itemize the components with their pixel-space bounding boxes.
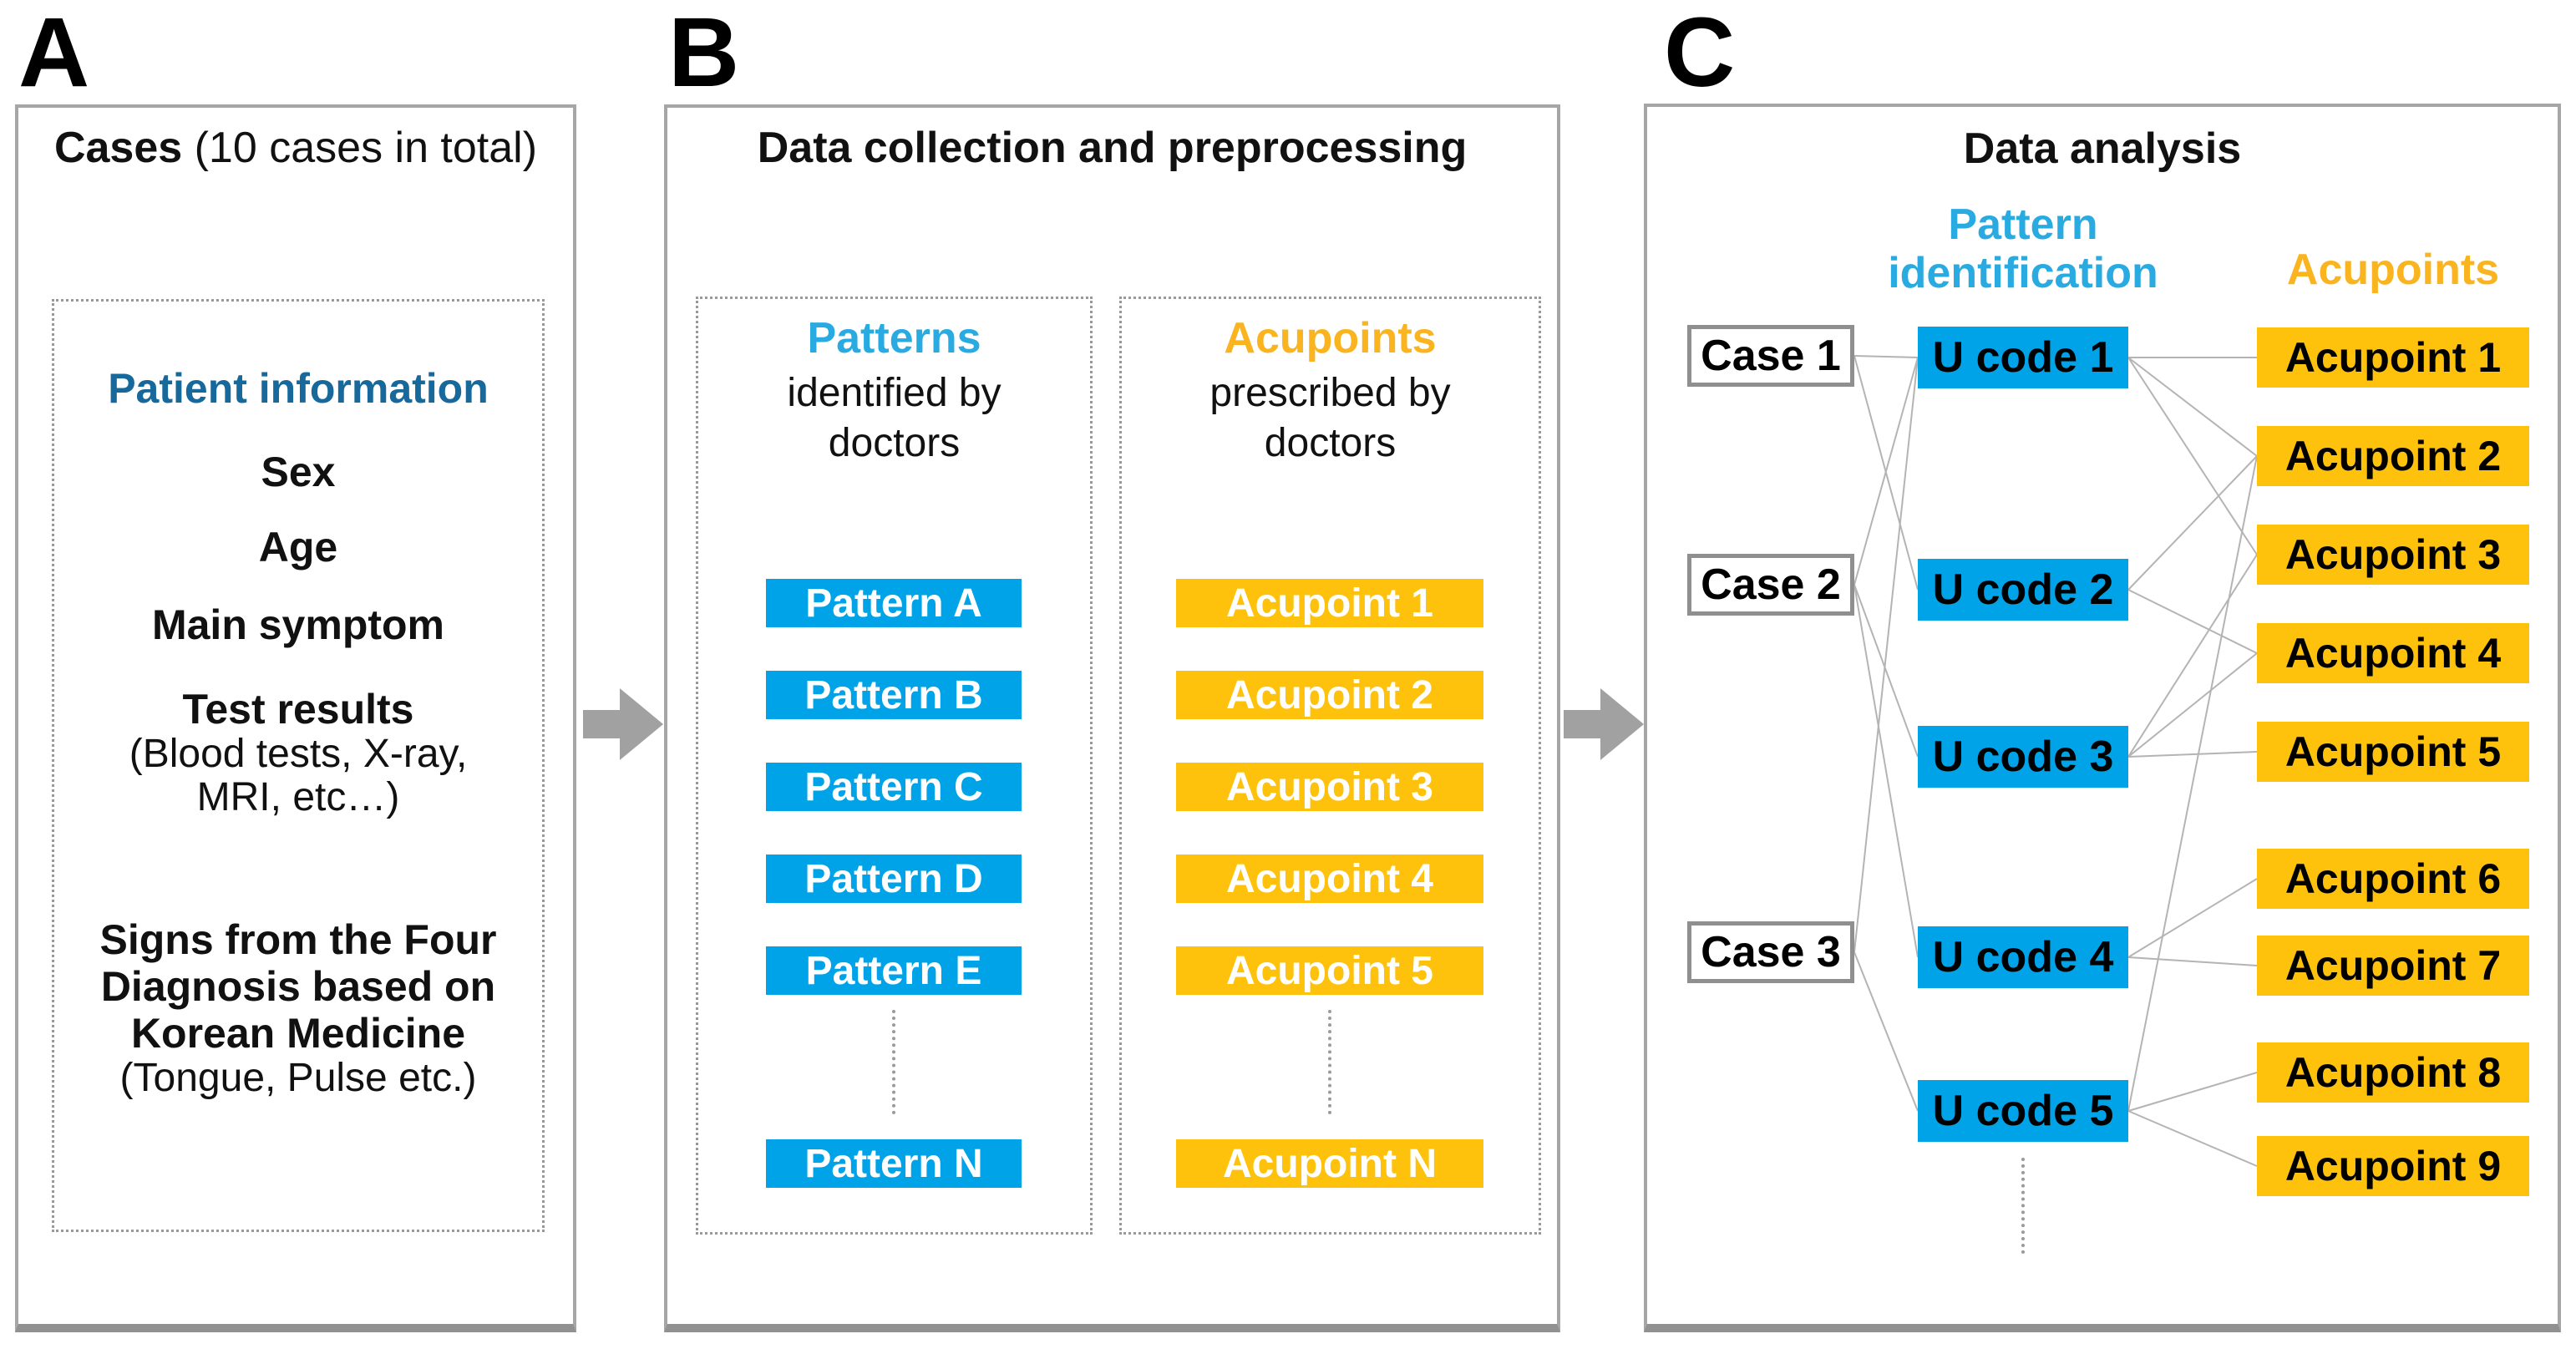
connection-line [2127,357,2258,555]
patient-info-heading-text: Patient information [108,365,489,412]
pattern-box-b: Pattern B [766,671,1022,719]
right-arrow-icon [1564,688,1644,760]
case-2-box: Case 2 [1687,554,1854,616]
panel-c-data-analysis: Data analysis Pattern identification Acu… [1644,104,2561,1332]
connection-line [2127,1072,2258,1112]
test-results-detail: (Blood tests, X-ray, MRI, etc…) [129,732,468,819]
connection-line [2127,589,2258,654]
connection-line [1853,951,1919,1112]
panel-a-title-rest: (10 cases in total) [182,124,538,172]
signs-detail: (Tongue, Pulse etc.) [119,1056,477,1100]
connection-line [1853,355,1919,591]
acupoints-column-subheader: prescribed by doctors [1209,371,1451,465]
pattern-identification-header: Pattern identification [1888,200,2158,297]
acupoint-4-box: Acupoint 4 [2257,623,2529,683]
ucode-1-box: U code 1 [1918,327,2128,388]
acupoint-3-box: Acupoint 3 [2257,525,2529,585]
connection-line [2127,956,2258,966]
patient-info-item-main-symptom: Main symptom [52,601,545,648]
acupoint-box-n: Acupoint N [1176,1139,1483,1188]
acupoint-1-box: Acupoint 1 [2257,327,2529,388]
connection-line [2127,1110,2258,1167]
acupoint-2-box: Acupoint 2 [2257,426,2529,486]
item-sex-text: Sex [261,449,336,495]
pattern-box-c: Pattern C [766,763,1022,811]
pattern-box-e: Pattern E [766,946,1022,995]
panel-a-cases: Cases (10 cases in total) Patient inform… [15,104,576,1332]
connection-line [1853,357,1919,953]
panel-b-label: B [668,0,740,108]
acupoint-7-box: Acupoint 7 [2257,936,2529,996]
panel-a-label: A [18,0,90,108]
connection-line [1853,584,1919,758]
ucode-3-box: U code 3 [1918,726,2128,788]
signs-title: Signs from the Four Diagnosis based on K… [99,916,497,1057]
flow-arrow-b-to-c [1564,688,1644,760]
panel-a-title: Cases (10 cases in total) [18,123,573,173]
patient-info-heading: Patient information [52,365,545,412]
pattern-box-a: Pattern A [766,579,1022,627]
panel-b-data-collection: Data collection and preprocessing Patter… [664,104,1560,1332]
patterns-dotted-box [696,297,1093,1235]
connection-line [1853,357,1919,586]
acupoints-dotted-box [1119,297,1541,1235]
acupoint-box-2: Acupoint 2 [1176,671,1483,719]
patient-info-dotted-box [52,299,545,1232]
ucode-2-box: U code 2 [1918,559,2128,621]
connection-line [2127,751,2258,758]
acupoint-box-3: Acupoint 3 [1176,763,1483,811]
panel-a-title-bold: Cases [53,124,183,172]
panel-c-label: C [1664,0,1736,108]
pattern-box-d: Pattern D [766,855,1022,903]
item-age-text: Age [258,524,338,571]
acupoint-box-4: Acupoint 4 [1176,855,1483,903]
panel-c-title: Data analysis [1963,124,2242,173]
test-results-title: Test results [182,686,414,733]
acupoint-8-box: Acupoint 8 [2257,1042,2529,1103]
acupoints-header: Acupoints [2286,246,2500,294]
connection-line [1853,584,1919,958]
patterns-column-header: Patterns [807,314,981,363]
right-arrow-icon [583,688,663,760]
connection-line [2127,652,2258,758]
acupoint-5-box: Acupoint 5 [2257,722,2529,782]
connection-line [2127,554,2258,758]
connection-line [1853,355,1919,358]
case-3-box: Case 3 [1687,921,1854,983]
acupoint-9-box: Acupoint 9 [2257,1136,2529,1196]
patient-info-item-sex: Sex [52,449,545,495]
patient-info-item-signs: Signs from the Four Diagnosis based on K… [52,916,545,1100]
pattern-box-n: Pattern N [766,1139,1022,1188]
ucode-4-box: U code 4 [1918,926,2128,988]
patterns-ellipsis-dotted [892,1010,895,1114]
acupoint-box-1: Acupoint 1 [1176,579,1483,627]
acupoint-box-5: Acupoint 5 [1176,946,1483,995]
connection-line [2127,357,2258,457]
case-1-box: Case 1 [1687,325,1854,387]
patterns-column-subheader: identified by doctors [787,371,1001,465]
ucode-5-box: U code 5 [1918,1080,2128,1142]
flow-arrow-a-to-b [583,688,663,760]
patient-info-item-test-results: Test results (Blood tests, X-ray, MRI, e… [52,686,545,819]
patient-info-item-age: Age [52,524,545,571]
acupoints-column-header: Acupoints [1224,314,1437,363]
item-main-symptom-text: Main symptom [151,601,445,648]
acupoint-6-box: Acupoint 6 [2257,849,2529,909]
connection-line [2127,455,2258,591]
ucode-ellipsis-dotted [2021,1158,2025,1254]
connection-line [2127,878,2258,958]
acupoints-ellipsis-dotted [1328,1010,1331,1114]
connection-line [2127,455,2258,1112]
panel-b-title: Data collection and preprocessing [757,124,1468,172]
